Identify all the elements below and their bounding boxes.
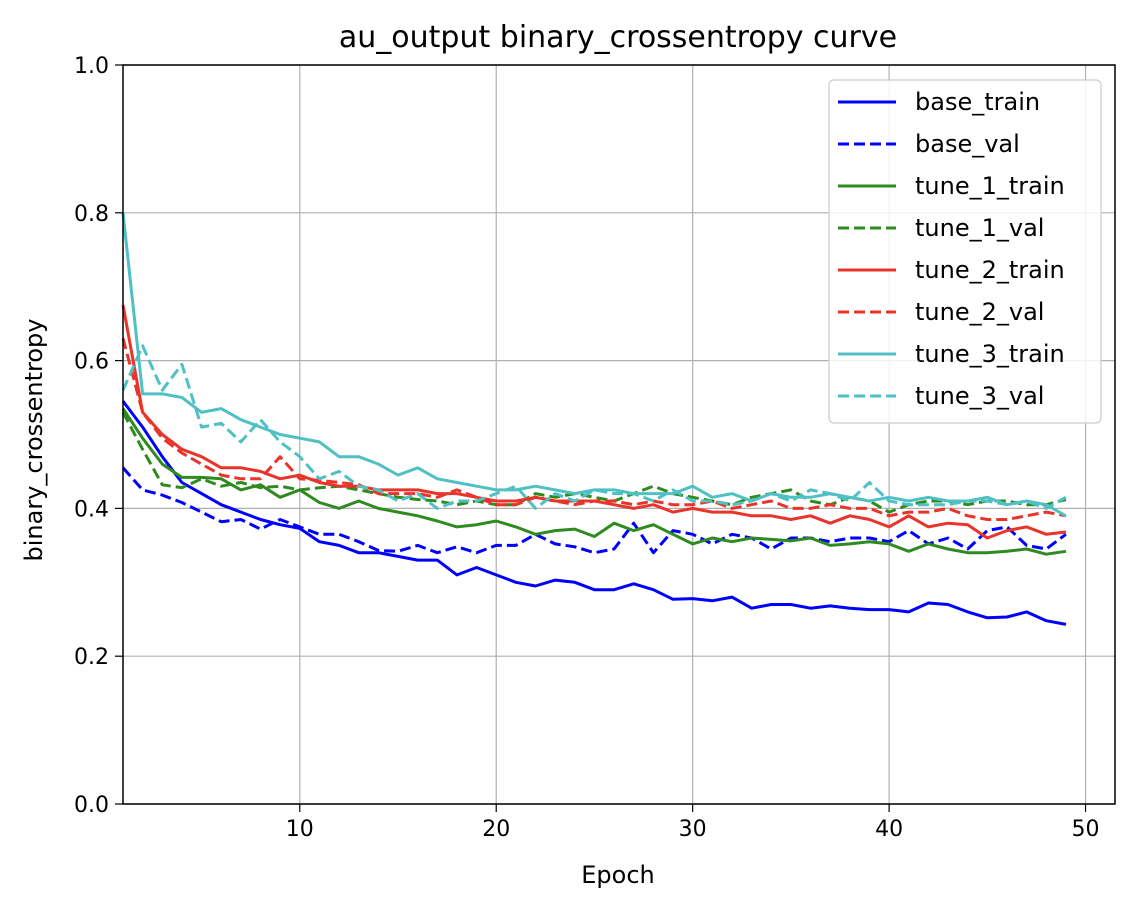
- legend-label: tune_2_train: [915, 256, 1065, 284]
- y-tick-label: 1.0: [74, 54, 109, 79]
- y-axis-label: binary_crossentropy: [20, 319, 48, 562]
- series-line-base-train: [121, 400, 1067, 626]
- series-line-tune-3-train: [121, 212, 1067, 518]
- series-line-tune-2-val: [121, 338, 1067, 521]
- legend-label: tune_1_train: [915, 172, 1065, 200]
- ticks: 10 20 30 40 50 0.0 0.2 0.4 0.6 0.8 1.0: [74, 54, 1100, 842]
- x-tick-label: 40: [875, 817, 903, 842]
- series-line-base-val: [121, 466, 1067, 555]
- legend-label: tune_2_val: [915, 298, 1044, 326]
- legend-label: tune_3_val: [915, 382, 1044, 410]
- legend-label: base_val: [915, 130, 1020, 158]
- chart-title: au_output binary_crossentropy curve: [339, 20, 897, 55]
- legend-label: tune_1_val: [915, 214, 1044, 242]
- x-tick-label: 50: [1072, 817, 1100, 842]
- y-tick-label: 0.0: [74, 793, 109, 818]
- legend-box: [828, 79, 1102, 424]
- series-line-tune-1-train: [121, 407, 1067, 556]
- x-tick-label: 20: [482, 817, 510, 842]
- x-tick-label: 30: [679, 817, 707, 842]
- y-tick-label: 0.4: [74, 497, 109, 522]
- x-axis-label: Epoch: [581, 861, 655, 889]
- plot-frame: [122, 64, 1116, 805]
- series-line-tune-3-val: [121, 344, 1067, 510]
- legend-label: tune_3_train: [915, 340, 1065, 368]
- legend-label: base_train: [915, 88, 1040, 116]
- y-tick-label: 0.6: [74, 350, 109, 375]
- y-tick-label: 0.2: [74, 645, 109, 670]
- y-tick-label: 0.8: [74, 202, 109, 227]
- legend: base_train base_val tune_1_train tune_1_val…: [828, 79, 1102, 424]
- x-tick-label: 10: [286, 817, 314, 842]
- series-layer: [121, 212, 1067, 626]
